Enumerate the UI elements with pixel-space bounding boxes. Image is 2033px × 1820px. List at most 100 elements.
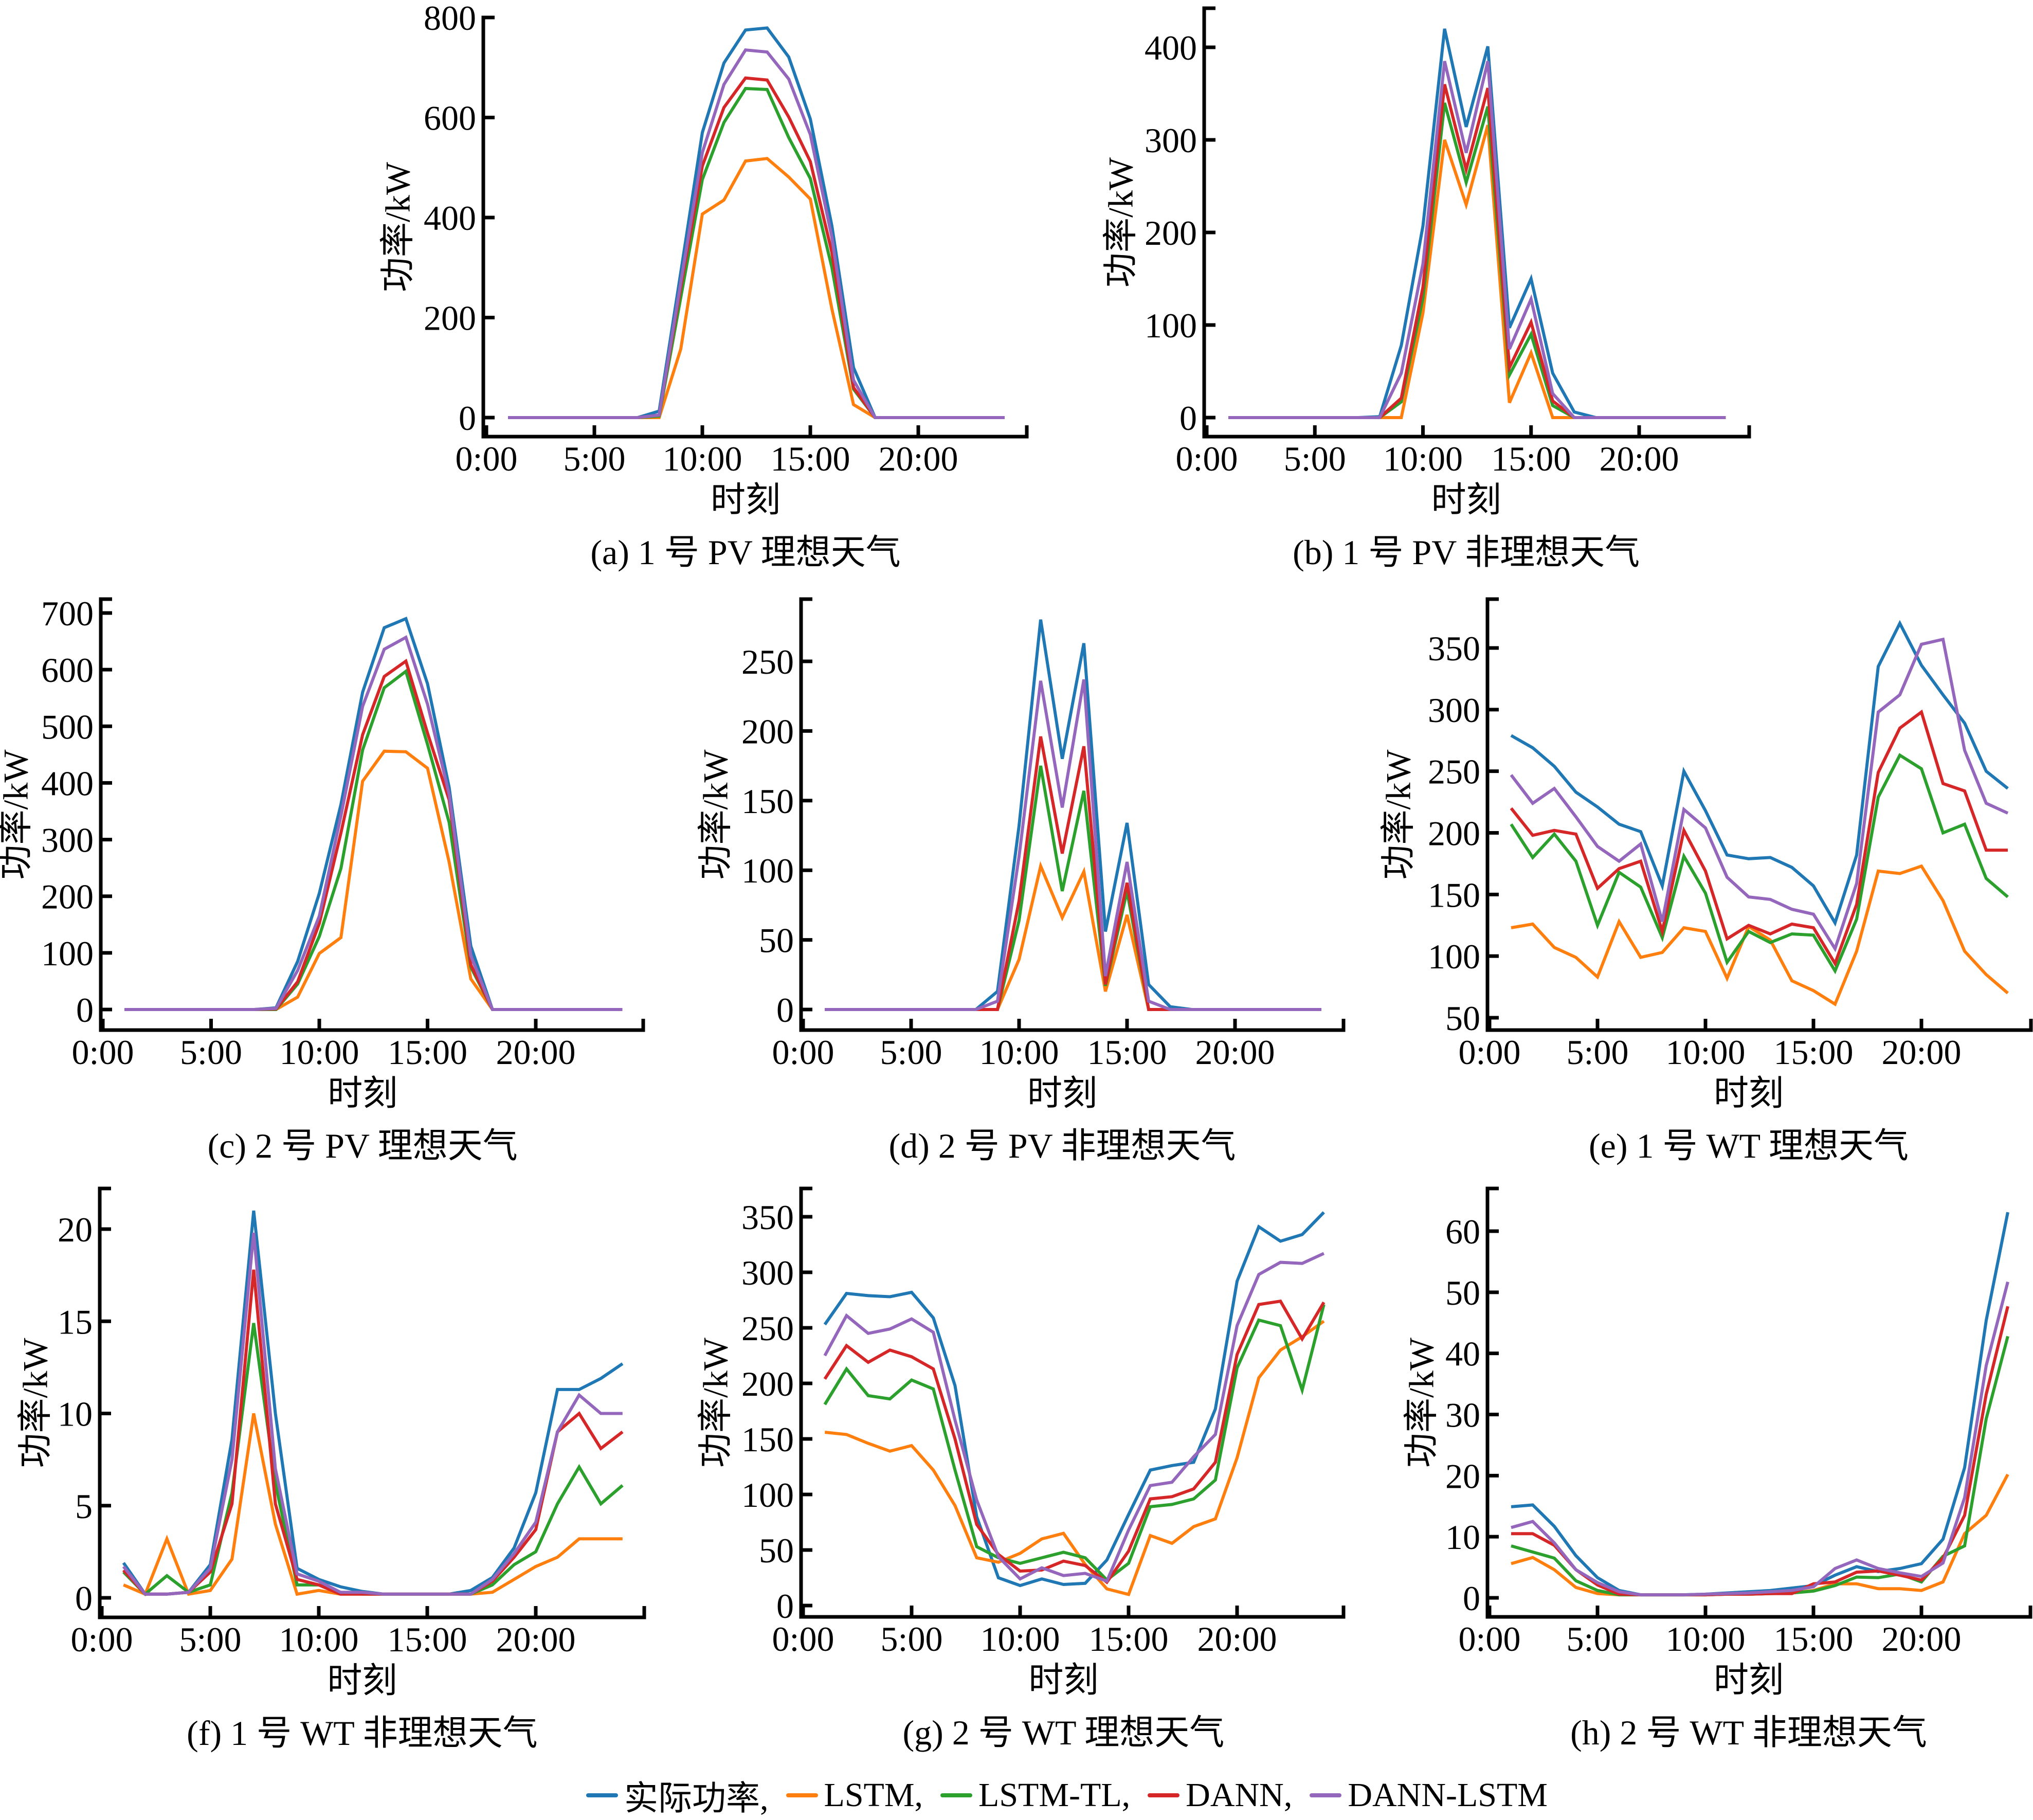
y-tick-label: 150 — [1428, 875, 1480, 914]
y-tick-label: 400 — [424, 199, 476, 238]
x-tick-label: 0:00 — [772, 1033, 834, 1072]
y-tick-label: 5 — [75, 1487, 93, 1526]
y-tick-label: 0 — [75, 1579, 93, 1618]
y-tick-label: 200 — [41, 877, 94, 916]
y-tick-label: 500 — [41, 707, 94, 746]
panel-caption: (d) 2 号 PV 非理想天气 — [889, 1126, 1236, 1165]
x-tick-label: 10:00 — [1666, 1033, 1746, 1072]
x-tick-label: 20:00 — [1195, 1033, 1275, 1072]
y-tick-label: 150 — [741, 782, 794, 821]
panel-caption: (f) 1 号 WT 非理想天气 — [187, 1714, 537, 1753]
x-tick-label: 15:00 — [1774, 1033, 1854, 1072]
y-tick-label: 300 — [41, 821, 94, 860]
series-line-dann-lstm — [124, 635, 623, 1011]
series-line-lstm-tl — [508, 87, 1005, 419]
series-line-dann — [508, 76, 1005, 419]
series-line-lstm — [124, 749, 623, 1011]
legend-swatch-icon — [786, 1793, 818, 1797]
y-tick-label: 50 — [1445, 1273, 1480, 1312]
x-axis-label: 时刻 — [1028, 1661, 1098, 1700]
y-tick-label: 300 — [1145, 121, 1197, 160]
panel-c: 功率/kW 时刻 (c) 2 号 PV 理想天气 0 100 200 300 400 50… — [0, 594, 645, 1165]
series-line-lstm — [508, 157, 1005, 419]
y-tick-label: 600 — [41, 651, 94, 690]
series-line-lstm — [824, 1320, 1325, 1596]
x-tick-label: 10:00 — [279, 1620, 359, 1659]
x-axis-label: 时刻 — [1431, 480, 1501, 519]
y-tick-label: 100 — [41, 934, 94, 973]
y-axis-label: 功率/kW — [696, 1337, 735, 1468]
legend: 实际功率, LSTM, LSTM-TL, DANN, DANN-LSTM — [586, 1773, 1565, 1817]
x-axis-label: 时刻 — [328, 1074, 397, 1113]
x-tick-label: 15:00 — [388, 1620, 467, 1659]
panel-a: 功率/kW 时刻 (a) 1 号 PV 理想天气 0 200 400 600 800 0:… — [378, 0, 1029, 572]
y-axis-label: 功率/kW — [1379, 749, 1418, 880]
panel-caption: (a) 1 号 PV 理想天气 — [590, 533, 900, 572]
x-tick-label: 15:00 — [1491, 439, 1571, 478]
y-axis-label: 功率/kW — [16, 1338, 55, 1468]
x-tick-label: 20:00 — [1882, 1619, 1962, 1659]
series-line-dann-lstm — [823, 1252, 1325, 1583]
legend-label: DANN-LSTM — [1348, 1776, 1548, 1814]
series-line-actual-power — [1511, 1212, 2009, 1597]
panel-e: 功率/kW 时刻 (e) 1 号 WT 理想天气 50 100 150 200 250 3… — [1379, 597, 2033, 1165]
series-line-lstm-tl — [124, 669, 623, 1011]
y-axis-label: 功率/kW — [696, 749, 735, 880]
y-tick-label: 250 — [741, 642, 794, 681]
series-line-actual-power — [1228, 28, 1726, 419]
series-line-dann — [124, 658, 623, 1011]
legend-item-lstm-tl: LSTM-TL, — [940, 1776, 1130, 1815]
y-tick-label: 800 — [424, 0, 476, 38]
y-tick-label: 50 — [1445, 999, 1480, 1038]
series-line-dann-lstm — [122, 1232, 623, 1596]
y-tick-label: 10 — [58, 1395, 93, 1434]
legend-item-lstm: LSTM, — [786, 1776, 923, 1815]
y-tick-label: 0 — [76, 990, 94, 1030]
legend-item-dann-lstm: DANN-LSTM — [1310, 1776, 1548, 1815]
y-tick-label: 100 — [741, 851, 794, 890]
x-tick-label: 15:00 — [1774, 1619, 1854, 1659]
legend-swatch-icon — [586, 1793, 618, 1797]
x-tick-label: 15:00 — [1089, 1619, 1169, 1659]
y-tick-label: 400 — [41, 764, 94, 803]
y-tick-label: 150 — [741, 1420, 794, 1459]
panel-caption: (b) 1 号 PV 非理想天气 — [1293, 533, 1640, 572]
x-tick-label: 5:00 — [180, 1033, 242, 1072]
y-tick-label: 100 — [1145, 306, 1197, 345]
x-tick-label: 5:00 — [179, 1620, 242, 1659]
y-tick-label: 0 — [776, 1587, 794, 1626]
legend-swatch-icon — [1148, 1793, 1180, 1797]
x-tick-label: 20:00 — [1882, 1033, 1962, 1072]
series-line-lstm — [1511, 864, 2009, 1007]
y-tick-label: 250 — [1428, 752, 1480, 791]
legend-swatch-icon — [1310, 1793, 1342, 1797]
y-tick-label: 0 — [1179, 399, 1197, 438]
series-line-actual-power — [823, 1211, 1325, 1588]
y-tick-label: 60 — [1445, 1212, 1480, 1251]
y-tick-label: 0 — [776, 990, 794, 1030]
panel-g: 功率/kW 时刻 (g) 2 号 WT 理想天气 0 50 100 150 200 250… — [696, 1186, 1346, 1752]
panel-caption: (e) 1 号 WT 理想天气 — [1589, 1126, 1909, 1165]
series-line-actual-power — [122, 1210, 624, 1596]
series-line-dann-lstm — [825, 679, 1321, 1011]
legend-label: LSTM-TL, — [978, 1776, 1131, 1814]
y-tick-label: 40 — [1445, 1335, 1480, 1374]
y-axis-label: 功率/kW — [1402, 1337, 1441, 1468]
x-tick-label: 0:00 — [1459, 1033, 1521, 1072]
y-tick-label: 400 — [1145, 28, 1197, 67]
x-tick-label: 5:00 — [880, 1033, 942, 1072]
x-tick-label: 20:00 — [1600, 439, 1679, 478]
x-tick-label: 15:00 — [1087, 1033, 1167, 1072]
y-tick-label: 700 — [41, 594, 94, 633]
panel-d: 功率/kW 时刻 (d) 2 号 PV 非理想天气 0 50 100 150 200 25… — [696, 597, 1346, 1165]
x-tick-label: 5:00 — [1567, 1619, 1629, 1659]
series-line-lstm — [825, 861, 1321, 1011]
y-tick-label: 300 — [741, 1253, 794, 1292]
series-line-dann-lstm — [508, 48, 1005, 419]
panel-caption: (c) 2 号 PV 理想天气 — [208, 1126, 518, 1165]
x-tick-label: 20:00 — [879, 439, 958, 478]
x-axis-label: 时刻 — [1714, 1074, 1784, 1113]
legend-item-actual: 实际功率, — [586, 1771, 769, 1820]
panel-h: 功率/kW 时刻 (h) 2 号 WT 非理想天气 0 10 20 30 40 50 60 0… — [1402, 1186, 2032, 1752]
